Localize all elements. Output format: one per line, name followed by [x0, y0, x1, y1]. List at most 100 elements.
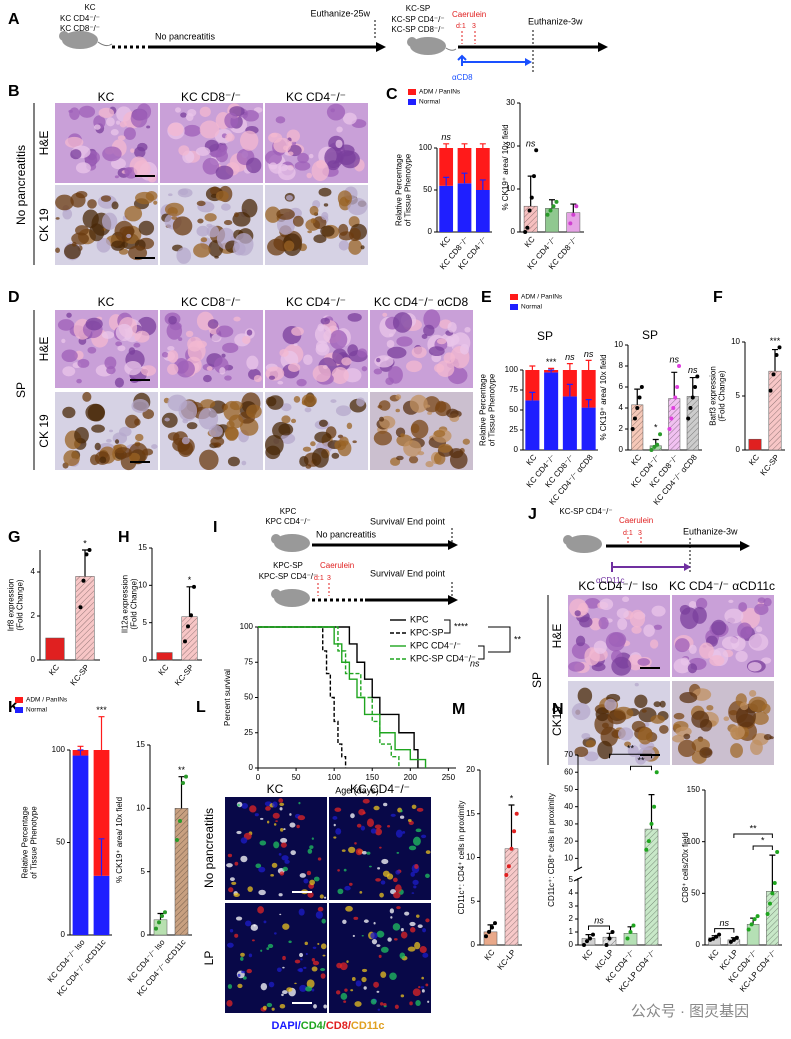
error-bar	[77, 745, 84, 750]
significance-label: **	[750, 823, 758, 833]
tissue-feature	[396, 906, 401, 910]
tissue-feature	[407, 819, 412, 822]
y-tick-label: 0	[61, 930, 66, 939]
tissue-feature	[115, 439, 120, 444]
chart: 0 2 4 Irf8 expression(Fold Change) KC KC-SP *	[7, 538, 100, 687]
tissue-feature	[297, 152, 309, 164]
tissue-feature	[282, 923, 290, 930]
tissue-feature	[611, 656, 632, 676]
tissue-feature	[195, 146, 211, 156]
tissue-feature	[400, 809, 403, 813]
tissue-feature	[375, 828, 383, 836]
tissue-feature	[178, 400, 198, 422]
tissue-feature	[63, 450, 80, 467]
tissue-feature	[383, 802, 388, 807]
tissue-feature	[265, 806, 271, 811]
tissue-feature	[258, 866, 266, 873]
y-tick-label: 4	[31, 567, 36, 576]
tissue-feature	[412, 879, 419, 886]
tissue-feature	[296, 378, 307, 387]
data-point	[568, 221, 573, 226]
error-bar	[566, 383, 573, 397]
tissue-feature	[416, 914, 420, 918]
bar	[504, 848, 519, 946]
tissue-feature	[193, 243, 211, 258]
tissue-feature	[138, 220, 155, 236]
tissue-feature	[226, 1000, 233, 1007]
significance-label: ns	[719, 918, 729, 928]
column-label: KC CD4⁻/⁻	[286, 295, 346, 309]
data-point	[649, 448, 654, 452]
tissue-feature	[415, 828, 422, 833]
data-point	[669, 416, 674, 421]
tissue-feature	[585, 739, 596, 748]
tissue-feature	[57, 319, 75, 331]
tissue-feature	[247, 886, 253, 892]
tissue-feature	[307, 230, 312, 234]
tissue-feature	[279, 913, 282, 916]
y-tick-label: 5	[736, 391, 741, 400]
micrograph	[55, 103, 158, 183]
tissue-feature	[360, 825, 366, 831]
tissue-feature	[393, 938, 398, 941]
group-label: KC-SP CD4⁻/⁻	[559, 507, 612, 516]
significance-bracket	[752, 845, 773, 850]
tissue-feature	[75, 162, 91, 174]
data-point	[525, 225, 530, 230]
tissue-feature	[176, 247, 192, 264]
tissue-feature	[312, 960, 320, 966]
tissue-feature	[186, 422, 198, 430]
tissue-feature	[308, 153, 314, 159]
data-point	[677, 364, 682, 368]
tissue-feature	[377, 1008, 381, 1011]
tissue-feature	[339, 962, 348, 971]
tissue-feature	[176, 360, 195, 378]
data-point	[591, 932, 595, 937]
tissue-feature	[352, 440, 357, 444]
tissue-feature	[400, 928, 404, 932]
data-point	[771, 372, 776, 377]
tissue-feature	[153, 200, 158, 205]
tissue-feature	[231, 881, 237, 885]
tissue-feature	[276, 214, 296, 235]
y-tick-label: 15	[136, 740, 145, 749]
tissue-feature	[408, 455, 419, 464]
data-point	[523, 230, 528, 234]
data-point	[688, 406, 693, 410]
tissue-feature	[167, 350, 179, 363]
data-point	[711, 936, 716, 941]
tissue-feature	[370, 932, 378, 940]
y-axis-label: CD11c⁺: CD8⁺ cells in proximity	[547, 793, 556, 907]
diagram-i: KPC KPC CD4⁻/⁻ No pancreatitis Survival/…	[259, 507, 458, 607]
tissue-feature	[275, 116, 286, 124]
group-label: KC-SP CD4⁻/⁻	[391, 15, 444, 24]
column-label: KC CD4⁻/⁻ αCD8	[374, 295, 469, 309]
tissue-feature	[101, 212, 118, 230]
tissue-feature	[280, 828, 284, 832]
tissue-feature	[629, 609, 646, 628]
tissue-feature	[425, 850, 431, 855]
data-point	[631, 923, 636, 928]
tissue-feature	[711, 619, 727, 636]
tissue-feature	[387, 824, 391, 828]
x-tick-label: 50	[292, 773, 301, 782]
y-tick-label: 50	[691, 888, 700, 897]
tissue-feature	[579, 616, 593, 628]
panel-label: H	[118, 529, 130, 546]
tissue-feature	[387, 346, 407, 359]
y-tick-label: 0	[141, 930, 146, 939]
y-tick-label: 5	[569, 875, 574, 884]
tissue-feature	[380, 971, 387, 978]
tissue-feature	[89, 223, 105, 242]
tissue-feature	[251, 939, 255, 942]
tissue-feature	[131, 398, 149, 413]
tissue-feature	[274, 932, 277, 935]
y-tick-label: 20	[506, 141, 515, 150]
data-point	[774, 352, 779, 357]
mouse-icon	[407, 37, 457, 55]
y-tick-label: 20	[564, 836, 573, 845]
tissue-feature	[234, 861, 239, 866]
group-label: KC	[84, 3, 95, 12]
data-point	[545, 212, 550, 217]
row-label: H&E	[550, 624, 564, 649]
